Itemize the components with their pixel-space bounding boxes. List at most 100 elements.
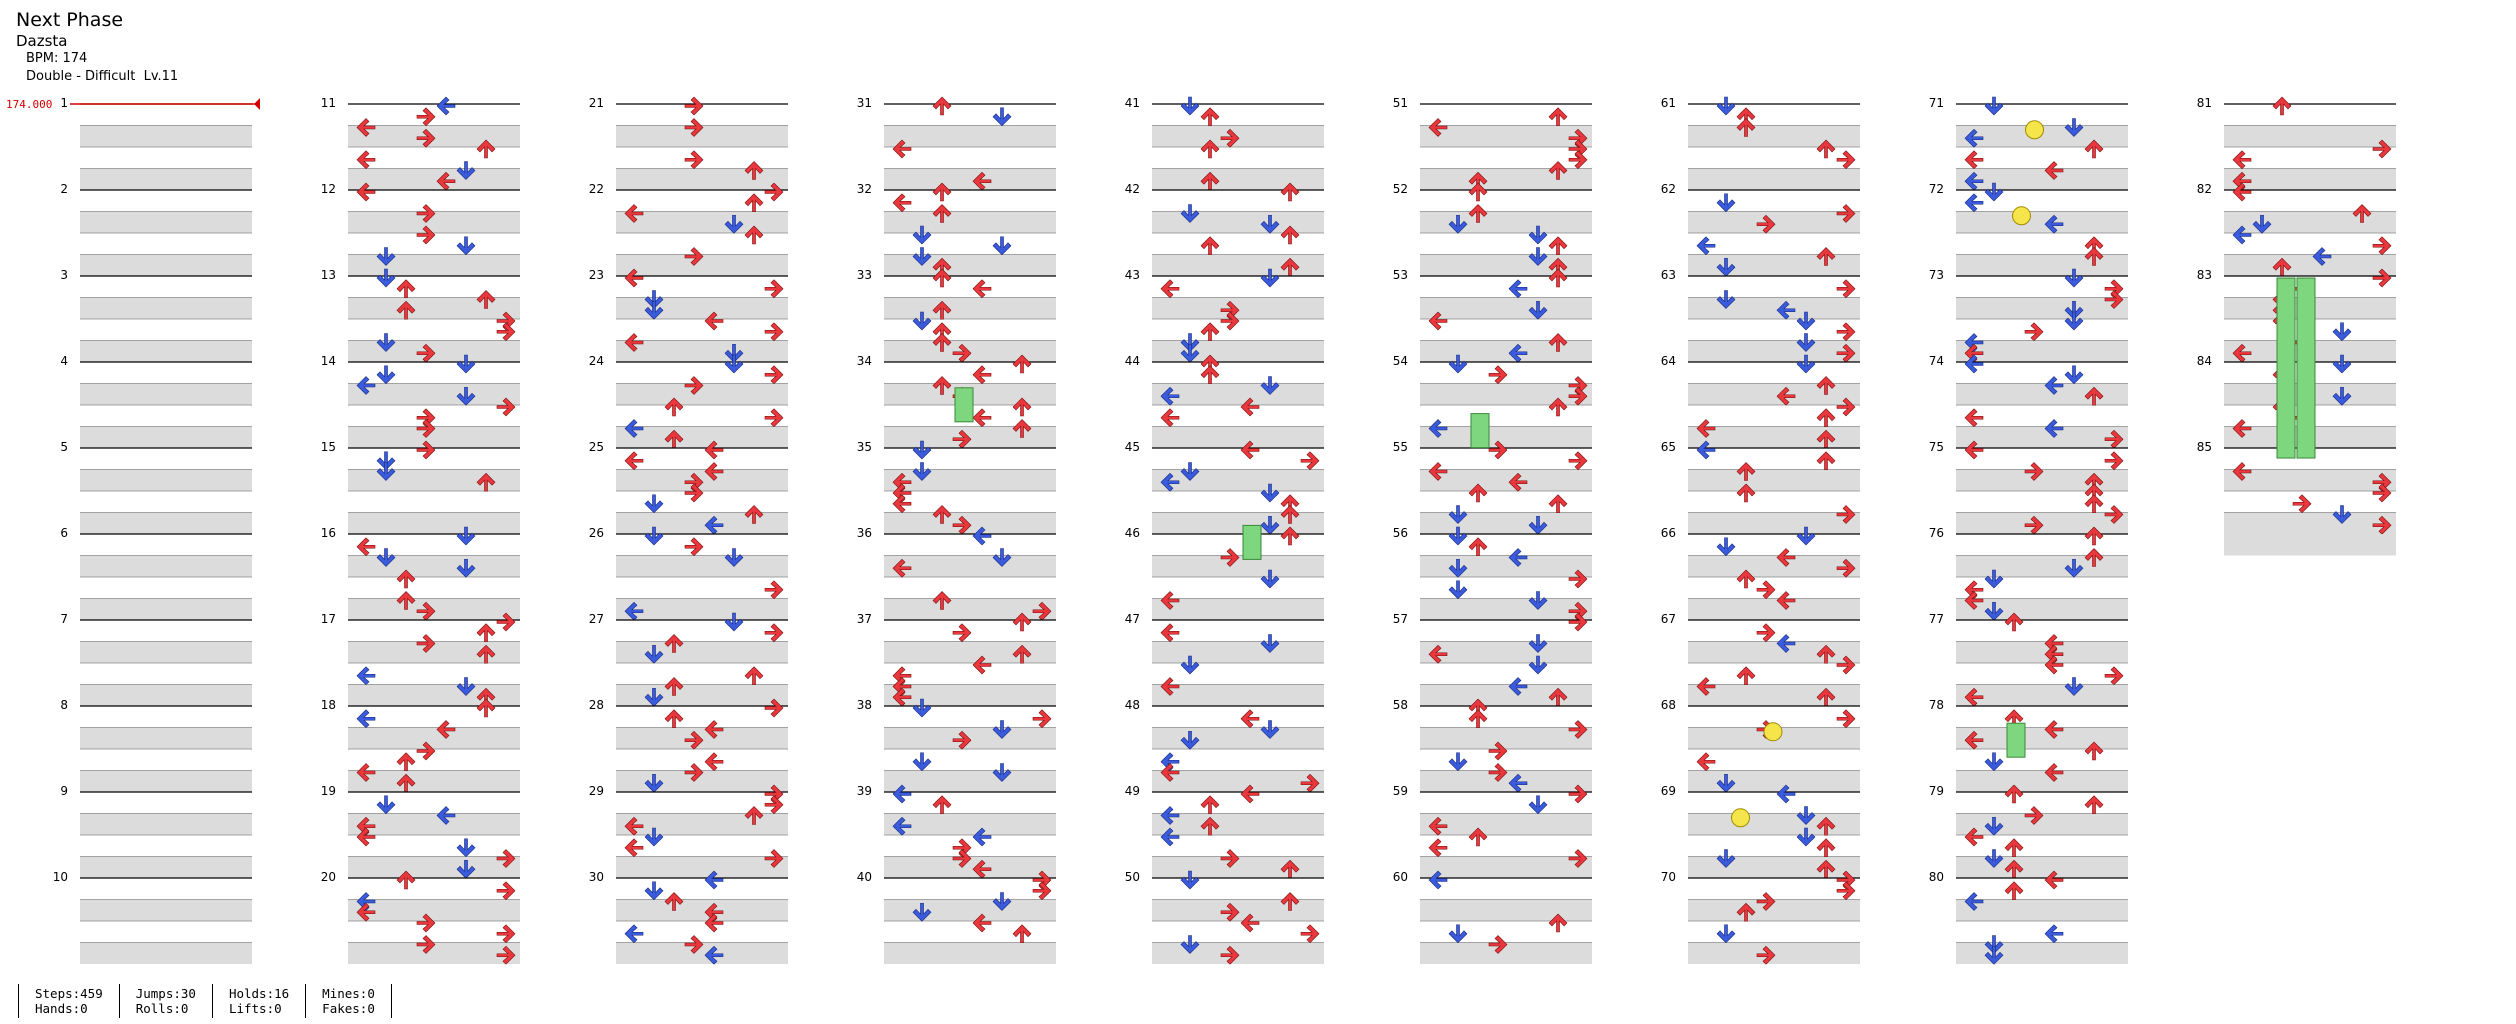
- beat-stripe: [348, 168, 520, 190]
- beat-stripe: [884, 641, 1056, 663]
- arrow-note-left: [1696, 440, 1716, 460]
- arrow-note-right: [684, 247, 704, 266]
- beat-stripe: [1956, 254, 2128, 276]
- beat-stripe: [1420, 125, 1592, 147]
- arrow-note-left: [972, 526, 992, 546]
- arrow-note-up: [2004, 784, 2024, 804]
- beat-stripe: [616, 340, 788, 362]
- beat-stripe: [884, 727, 1056, 749]
- arrow-note-left: [1508, 677, 1528, 696]
- beat-stripe: [80, 426, 252, 448]
- hands-count: Hands:0: [35, 1001, 88, 1016]
- hold-note: [2276, 277, 2296, 459]
- measure-number: 32: [857, 182, 872, 196]
- stat-group-jumps: Jumps:30 Rolls:0: [118, 984, 212, 1018]
- arrow-note-left: [1776, 548, 1796, 567]
- arrow-note-right: [1756, 214, 1776, 234]
- beat-stripe: [2224, 534, 2396, 556]
- arrow-note-down: [992, 236, 1012, 256]
- arrow-note-up: [1012, 644, 1032, 664]
- beat-stripe: [80, 770, 252, 792]
- arrow-note-left: [2232, 419, 2252, 438]
- arrow-note-up: [932, 204, 952, 223]
- arrow-note-down: [1180, 730, 1200, 750]
- beat-stripe: [616, 942, 788, 964]
- arrow-note-right: [1836, 709, 1856, 729]
- arrow-note-down: [1796, 354, 1816, 374]
- measure-number: 12: [321, 182, 336, 196]
- beat-stripe: [616, 426, 788, 448]
- arrow-note-left: [624, 816, 644, 836]
- arrow-note-up: [476, 290, 496, 309]
- beat-stripe: [1956, 899, 2128, 921]
- arrow-note-down: [912, 752, 932, 772]
- beat-stripe: [1956, 727, 2128, 749]
- arrow-note-down: [1716, 257, 1736, 277]
- arrow-note-up: [744, 161, 764, 180]
- arrow-note-right: [1568, 601, 1588, 621]
- roll-note: [2025, 120, 2044, 140]
- measure-number: 4: [60, 354, 68, 368]
- arrow-note-left: [2044, 644, 2064, 664]
- beat-stripe: [1420, 641, 1592, 663]
- arrow-note-right: [496, 849, 516, 868]
- beat-stripe: [1152, 770, 1324, 792]
- measure-number: 22: [589, 182, 604, 196]
- arrow-note-down: [724, 343, 744, 363]
- arrow-note-up: [1280, 526, 1300, 546]
- arrow-note-right: [1756, 892, 1776, 911]
- arrow-note-down: [456, 859, 476, 879]
- arrow-note-right: [764, 698, 784, 718]
- arrow-note-down: [1984, 816, 2004, 836]
- beat-stripe: [1152, 813, 1324, 835]
- beat-stripe: [1420, 426, 1592, 448]
- beat-stripe: [348, 211, 520, 233]
- beat-stripe: [2224, 211, 2396, 233]
- beat-stripe: [80, 254, 252, 276]
- arrow-note-right: [2372, 236, 2392, 256]
- measure-number: 43: [1125, 268, 1140, 282]
- arrow-note-left: [704, 515, 724, 535]
- measure-number: 52: [1393, 182, 1408, 196]
- arrow-note-left: [2044, 634, 2064, 653]
- arrow-note-up: [1816, 376, 1836, 395]
- arrow-note-up: [1468, 204, 1488, 223]
- beat-stripe: [884, 426, 1056, 448]
- beat-stripe: [1152, 168, 1324, 190]
- beat-stripe: [348, 340, 520, 362]
- arrow-note-right: [416, 741, 436, 761]
- arrow-note-down: [1448, 580, 1468, 600]
- arrow-note-right: [764, 623, 784, 643]
- arrow-note-down: [376, 365, 396, 385]
- arrow-note-down: [912, 902, 932, 922]
- arrow-note-left: [436, 171, 456, 191]
- measure-number: 54: [1393, 354, 1408, 368]
- arrow-note-up: [476, 139, 496, 159]
- measure-number: 21: [589, 96, 604, 110]
- beat-stripe: [1152, 727, 1324, 749]
- arrow-note-right: [1568, 849, 1588, 868]
- song-artist: Dazsta: [16, 32, 68, 50]
- measure-number: 15: [321, 440, 336, 454]
- arrow-note-left: [1964, 171, 1984, 191]
- beat-stripe: [616, 469, 788, 491]
- arrow-note-left: [1964, 730, 1984, 750]
- arrow-note-left: [356, 709, 376, 729]
- arrow-note-right: [952, 730, 972, 750]
- measure-number: 6: [60, 526, 68, 540]
- beat-stripe: [1420, 469, 1592, 491]
- arrow-note-right: [1568, 150, 1588, 170]
- arrow-note-left: [892, 472, 912, 492]
- arrow-note-up: [1816, 644, 1836, 664]
- beat-stripe: [616, 125, 788, 147]
- arrow-note-left: [624, 204, 644, 223]
- arrow-note-left: [2044, 763, 2064, 782]
- measure-number: 82: [2197, 182, 2212, 196]
- arrow-note-up: [2084, 139, 2104, 159]
- measure-number: 44: [1125, 354, 1140, 368]
- measure-number: 65: [1661, 440, 1676, 454]
- arrow-note-right: [1488, 935, 1508, 954]
- beat-stripe: [1152, 641, 1324, 663]
- arrow-note-down: [1716, 537, 1736, 557]
- beat-stripe: [1688, 383, 1860, 405]
